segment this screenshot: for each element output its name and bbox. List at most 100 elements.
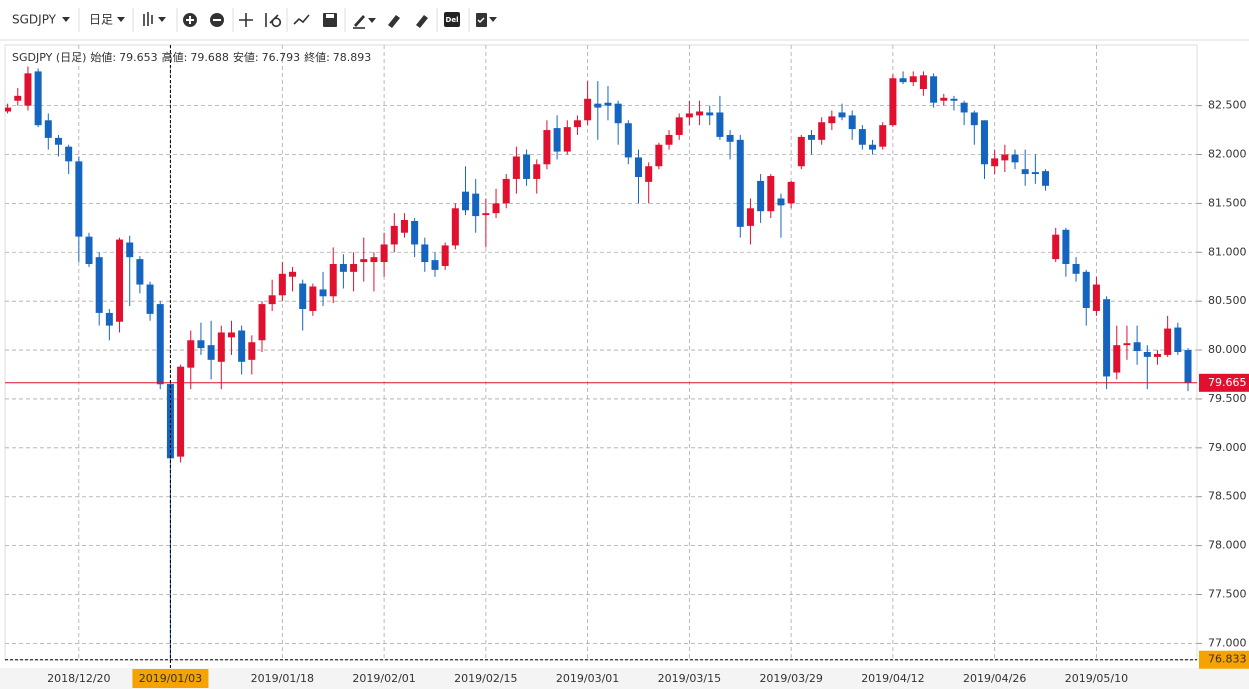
candle-body — [156, 304, 164, 385]
candle-body — [482, 213, 490, 216]
candle-body — [655, 144, 663, 167]
y-tick-label: 77.000 — [1208, 636, 1247, 649]
timeframe-button[interactable]: 日足 — [89, 13, 113, 27]
candle-body — [136, 259, 144, 285]
y-tick-label: 82.000 — [1208, 148, 1247, 161]
draw-button[interactable] — [353, 15, 376, 29]
y-tick-label: 81.500 — [1208, 196, 1247, 209]
candle-body — [370, 257, 378, 263]
candle-body — [991, 158, 999, 167]
info-label: 始値: — [90, 50, 116, 64]
y-tick-label: 77.500 — [1208, 587, 1247, 600]
move-button[interactable] — [239, 13, 253, 27]
chart-type-button[interactable] — [143, 12, 166, 26]
candle-body — [1123, 343, 1131, 346]
x-tick-label: 2019/04/12 — [861, 672, 924, 685]
candle-body — [950, 98, 958, 101]
candle-body — [543, 130, 551, 165]
candle-body — [523, 154, 531, 179]
y-tick-label: 81.000 — [1208, 245, 1247, 258]
candle-body — [75, 161, 83, 237]
ohlc-info: SGDJPY (日足) 始値: 79.653 高値: 79.688 安値: 76.793 終値… — [12, 50, 371, 64]
info-value: 79.653 — [119, 51, 158, 64]
candle-body — [238, 330, 246, 362]
candle-body — [818, 122, 826, 140]
candle-body — [706, 112, 714, 116]
x-tick-label: 2018/12/20 — [47, 672, 110, 685]
candle-body — [1092, 284, 1100, 311]
x-tick-label: 2019/03/15 — [658, 672, 721, 685]
candle-body — [462, 191, 470, 211]
eraser-all-button[interactable] — [416, 15, 430, 28]
trendline-button[interactable] — [293, 14, 310, 25]
candle-body — [227, 332, 235, 338]
y-tick-label: 78.000 — [1208, 539, 1247, 552]
candle-body — [360, 259, 368, 263]
candle-body — [24, 73, 32, 106]
save-button[interactable] — [323, 13, 337, 27]
candle-body — [930, 76, 938, 103]
candle-body — [5, 107, 12, 112]
candle-body — [350, 264, 358, 272]
candle-body — [553, 128, 561, 152]
candle-body — [584, 98, 592, 121]
candle-body — [1103, 299, 1111, 377]
dropdown-arrow[interactable] — [62, 17, 70, 22]
candle-body — [1113, 345, 1121, 373]
candle-body — [65, 146, 73, 162]
y-tick-label: 78.500 — [1208, 490, 1247, 503]
symbol-button[interactable]: SGDJPY — [12, 13, 57, 27]
candle-body — [1153, 353, 1161, 357]
x-tick-label: 2019/05/10 — [1065, 672, 1128, 685]
candle-body — [757, 180, 765, 212]
y-tick-label: 80.500 — [1208, 294, 1247, 307]
candle-body — [1021, 169, 1029, 175]
dropdown-arrow[interactable] — [117, 17, 125, 22]
candle-body — [502, 178, 510, 204]
crosshair-y-box — [1199, 650, 1249, 669]
candle-body — [970, 112, 978, 126]
zoom-in-button[interactable] — [183, 13, 197, 27]
delete-label[interactable]: Del — [446, 16, 459, 24]
candle-body — [848, 115, 856, 130]
x-tick-label: 2019/03/01 — [556, 672, 619, 685]
delete-button[interactable]: Del — [444, 12, 460, 27]
candle-body — [1052, 234, 1060, 260]
candle-body — [1072, 264, 1080, 274]
candle-body — [777, 198, 785, 206]
reset-button[interactable] — [265, 13, 282, 28]
crosshair-x-box — [132, 669, 209, 688]
candle-body — [258, 304, 266, 341]
candle-body — [1062, 229, 1070, 265]
candle-body — [889, 78, 897, 126]
candle-body — [685, 113, 693, 118]
candle-body — [736, 139, 744, 227]
candle-body — [1184, 350, 1192, 383]
candle-body — [635, 157, 643, 177]
candle-body — [899, 78, 907, 83]
candle-body — [44, 120, 52, 138]
candle-body — [441, 245, 449, 266]
candle-body — [492, 203, 500, 214]
candle-body — [248, 342, 256, 360]
candle-body — [390, 225, 398, 245]
candle-body — [34, 71, 42, 126]
candle-body — [1143, 352, 1151, 357]
candle-body — [807, 134, 815, 140]
x-tick-label: 2019/04/26 — [963, 672, 1026, 685]
candle-body — [14, 95, 22, 101]
candle-body — [217, 332, 225, 362]
candle-body — [838, 112, 846, 118]
candle-body — [146, 284, 154, 314]
eraser-button[interactable] — [388, 15, 400, 28]
candle-body — [431, 260, 439, 270]
candle-body — [187, 340, 195, 368]
candle-body — [675, 117, 683, 135]
candle-body — [1042, 171, 1050, 186]
clipboard-button[interactable] — [476, 13, 497, 27]
candle-body — [278, 273, 286, 296]
candle-body — [604, 102, 612, 106]
x-tick-label: 2019/02/01 — [352, 672, 415, 685]
zoom-out-button[interactable] — [210, 13, 224, 27]
